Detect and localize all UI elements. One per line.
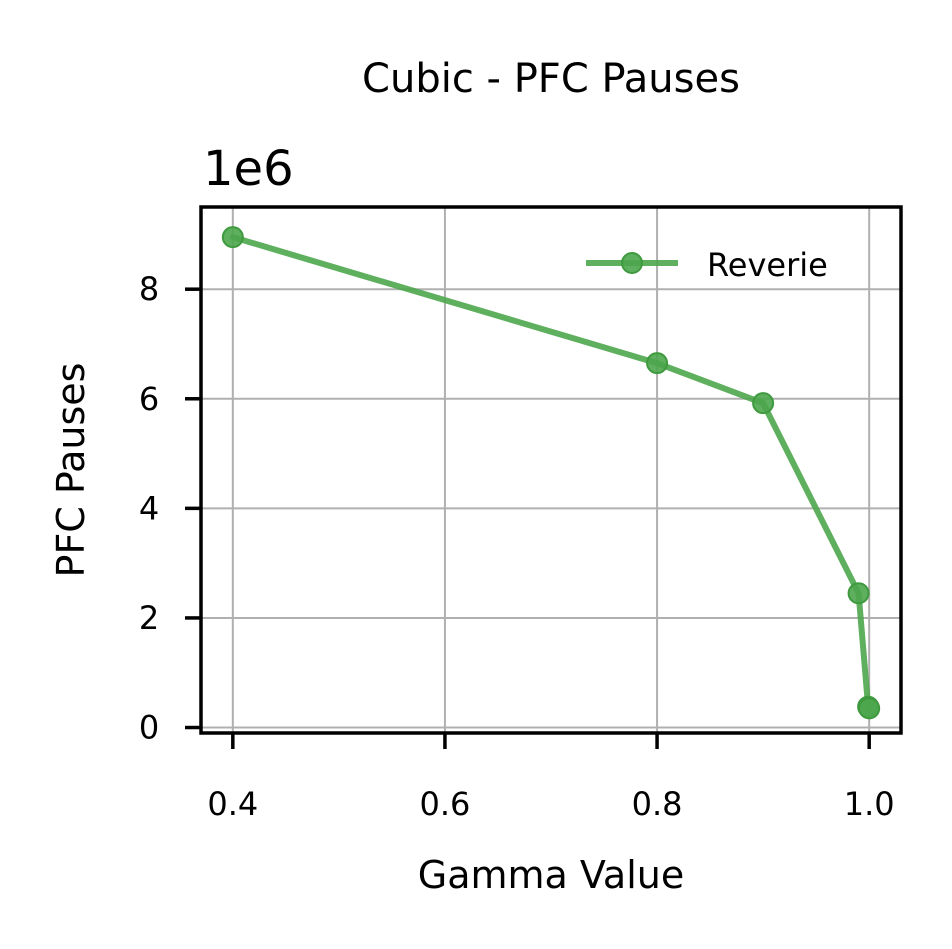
x-tick-label: 0.6 bbox=[419, 785, 470, 823]
y-tick-label: 8 bbox=[139, 270, 159, 308]
y-tick-label: 4 bbox=[139, 489, 159, 527]
plot-frame bbox=[199, 205, 903, 735]
data-point bbox=[847, 582, 870, 605]
x-tick-label: 0.8 bbox=[632, 785, 683, 823]
y-tick-label: 0 bbox=[139, 709, 159, 747]
y-offset-label: 1e6 bbox=[203, 141, 294, 197]
grid bbox=[201, 207, 901, 733]
x-axis-label: Gamma Value bbox=[418, 853, 684, 897]
data-point bbox=[752, 392, 775, 415]
data-point bbox=[221, 226, 244, 249]
y-axis-label: PFC Pauses bbox=[49, 363, 93, 578]
legend-marker bbox=[621, 252, 643, 274]
series-layer bbox=[221, 226, 881, 720]
data-point bbox=[646, 352, 669, 375]
y-axis: 0 2 4 6 8 bbox=[139, 270, 201, 747]
x-axis: 0.4 0.6 0.8 1.0 bbox=[207, 733, 895, 823]
data-point bbox=[858, 697, 881, 720]
series-line bbox=[229, 234, 873, 712]
y-tick-label: 6 bbox=[139, 380, 159, 418]
x-tick-label: 0.4 bbox=[207, 785, 258, 823]
y-tick-label: 2 bbox=[139, 599, 159, 637]
legend: Reverie bbox=[586, 246, 828, 284]
legend-label: Reverie bbox=[707, 246, 828, 284]
x-tick-label: 1.0 bbox=[844, 785, 895, 823]
chart-title: Cubic - PFC Pauses bbox=[362, 56, 740, 102]
